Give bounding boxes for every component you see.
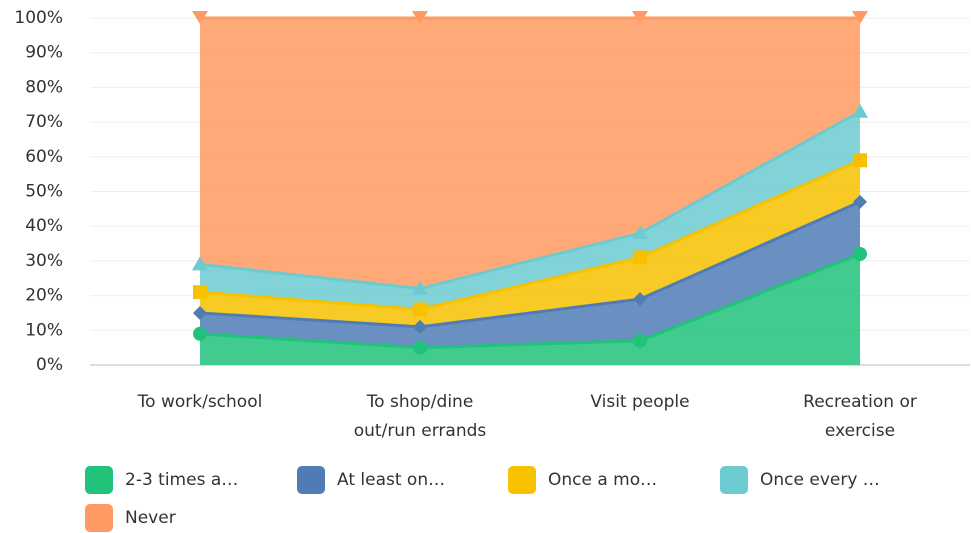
- legend-item: Once a mo…: [508, 466, 657, 494]
- legend-swatch: [85, 504, 113, 532]
- legend-swatch: [85, 466, 113, 494]
- series-line: [199, 200, 861, 329]
- marker: [632, 11, 648, 24]
- y-tick-label: 60%: [25, 147, 63, 167]
- legend-item: 2-3 times a…: [85, 466, 238, 494]
- area: [200, 18, 860, 289]
- legend-label: 2-3 times a…: [125, 470, 239, 490]
- marker: [853, 194, 867, 209]
- series-line: [199, 252, 861, 350]
- marker: [853, 153, 867, 168]
- x-tick-label: To shop/dine out/run errands: [353, 392, 487, 441]
- marker: [412, 280, 428, 295]
- marker: [193, 285, 207, 300]
- y-tick-label: 90%: [25, 43, 63, 63]
- marker: [633, 250, 647, 265]
- legend-item: Never: [85, 504, 176, 532]
- legend-swatch: [508, 466, 536, 494]
- marker: [853, 246, 867, 261]
- x-tick-label: Recreation or exercise: [803, 392, 917, 441]
- x-tick-label: To work/school: [137, 392, 263, 412]
- marker: [192, 256, 208, 271]
- y-tick-label: 100%: [14, 8, 63, 28]
- area: [200, 111, 860, 310]
- y-tick-label: 40%: [25, 216, 63, 236]
- series-line: [199, 110, 861, 291]
- marker: [413, 340, 427, 355]
- legend-item: At least on…: [297, 466, 445, 494]
- marker: [193, 326, 207, 341]
- y-tick-label: 0%: [36, 355, 63, 375]
- marker: [633, 292, 647, 307]
- y-tick-label: 30%: [25, 251, 63, 271]
- y-tick-label: 50%: [25, 182, 63, 202]
- marker: [192, 11, 208, 24]
- marker: [413, 302, 427, 317]
- marker: [633, 333, 647, 348]
- y-tick-label: 20%: [25, 286, 63, 306]
- area: [200, 160, 860, 327]
- y-tick-label: 70%: [25, 112, 63, 132]
- marker: [193, 305, 207, 320]
- marker: [852, 103, 868, 118]
- y-tick-label: 80%: [25, 77, 63, 97]
- marker: [413, 319, 427, 334]
- series-line: [199, 158, 861, 311]
- legend-item: Once every …: [720, 466, 880, 494]
- legend-label: At least on…: [337, 470, 446, 490]
- x-tick-label: Visit people: [590, 392, 690, 412]
- legend-swatch: [297, 466, 325, 494]
- marker: [632, 225, 648, 240]
- area: [200, 201, 860, 348]
- marker: [412, 11, 428, 24]
- legend-swatch: [720, 466, 748, 494]
- legend-label: Never: [125, 508, 176, 528]
- legend-label: Once a mo…: [548, 470, 658, 490]
- y-tick-label: 10%: [25, 320, 63, 340]
- area: [200, 253, 860, 365]
- marker: [852, 11, 868, 24]
- legend-label: Once every …: [760, 470, 880, 490]
